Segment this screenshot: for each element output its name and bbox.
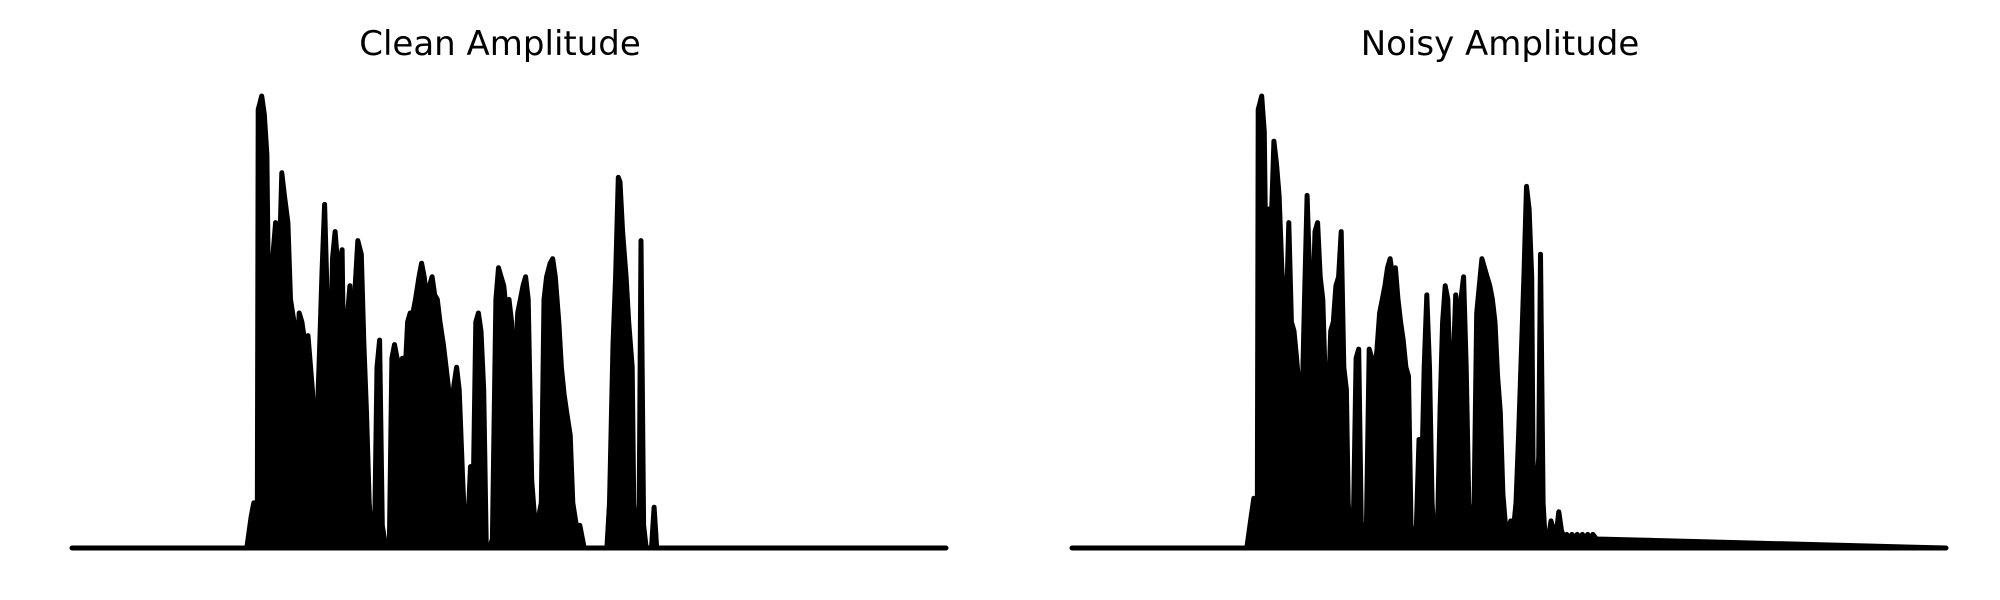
amplitude-area [1072,96,1946,548]
plot-area [1000,0,2000,600]
clean-amplitude-chart: Clean Amplitude [0,0,1000,600]
noisy-amplitude-chart: Noisy Amplitude [1000,0,2000,600]
amplitude-area [72,96,946,548]
plot-area [0,0,1000,600]
